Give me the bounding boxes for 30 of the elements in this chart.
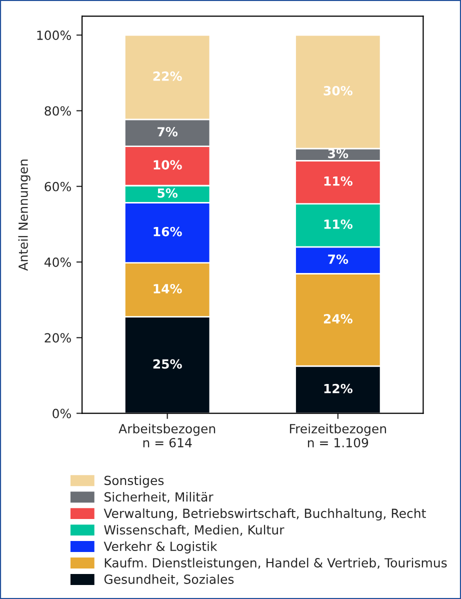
legend-label: Gesundheit, Soziales [104, 574, 234, 586]
data-label: 14% [154, 284, 182, 294]
data-label: 3% [328, 148, 348, 158]
data-label: 10% [154, 160, 182, 170]
data-label: 11% [324, 176, 352, 186]
data-label: 24% [324, 314, 352, 324]
y-axis-title: Anteil Nennungen [18, 160, 30, 271]
legend-label: Kaufm. Dienstleistungen, Handel & Vertrieb, Tourismus [104, 558, 447, 570]
data-label: 22% [153, 71, 182, 81]
legend-label: Verwaltung, Betriebswirtschaft, Buchhaltung, Recht [104, 508, 426, 521]
legend-label: Sicherheit, Militär [104, 492, 214, 503]
data-label: 30% [324, 86, 352, 96]
x-tick-label: Freizeitbezogen n = 1.109 [290, 424, 386, 448]
y-tick-label: 20% [44, 333, 71, 343]
data-label: 7% [328, 254, 348, 264]
data-label: 5% [158, 188, 178, 198]
data-label: 25% [153, 359, 182, 369]
data-label: 7% [158, 127, 178, 136]
y-tick-label: 100% [37, 30, 71, 40]
x-tick-label: Arbeitsbezogen n = 614 [118, 424, 216, 448]
y-tick-label: 0% [52, 408, 71, 418]
y-tick-label: 40% [44, 257, 71, 267]
legend-label: Sonstiges [104, 475, 164, 488]
data-label: 16% [154, 226, 182, 236]
data-label: 11% [324, 220, 352, 229]
legend-label: Wissenschaft, Medien, Kultur [104, 524, 284, 536]
data-label: 12% [324, 384, 352, 394]
legend-label: Verkehr & Logistik [104, 541, 218, 554]
y-tick-label: 60% [44, 182, 71, 192]
y-tick-label: 80% [44, 106, 71, 116]
